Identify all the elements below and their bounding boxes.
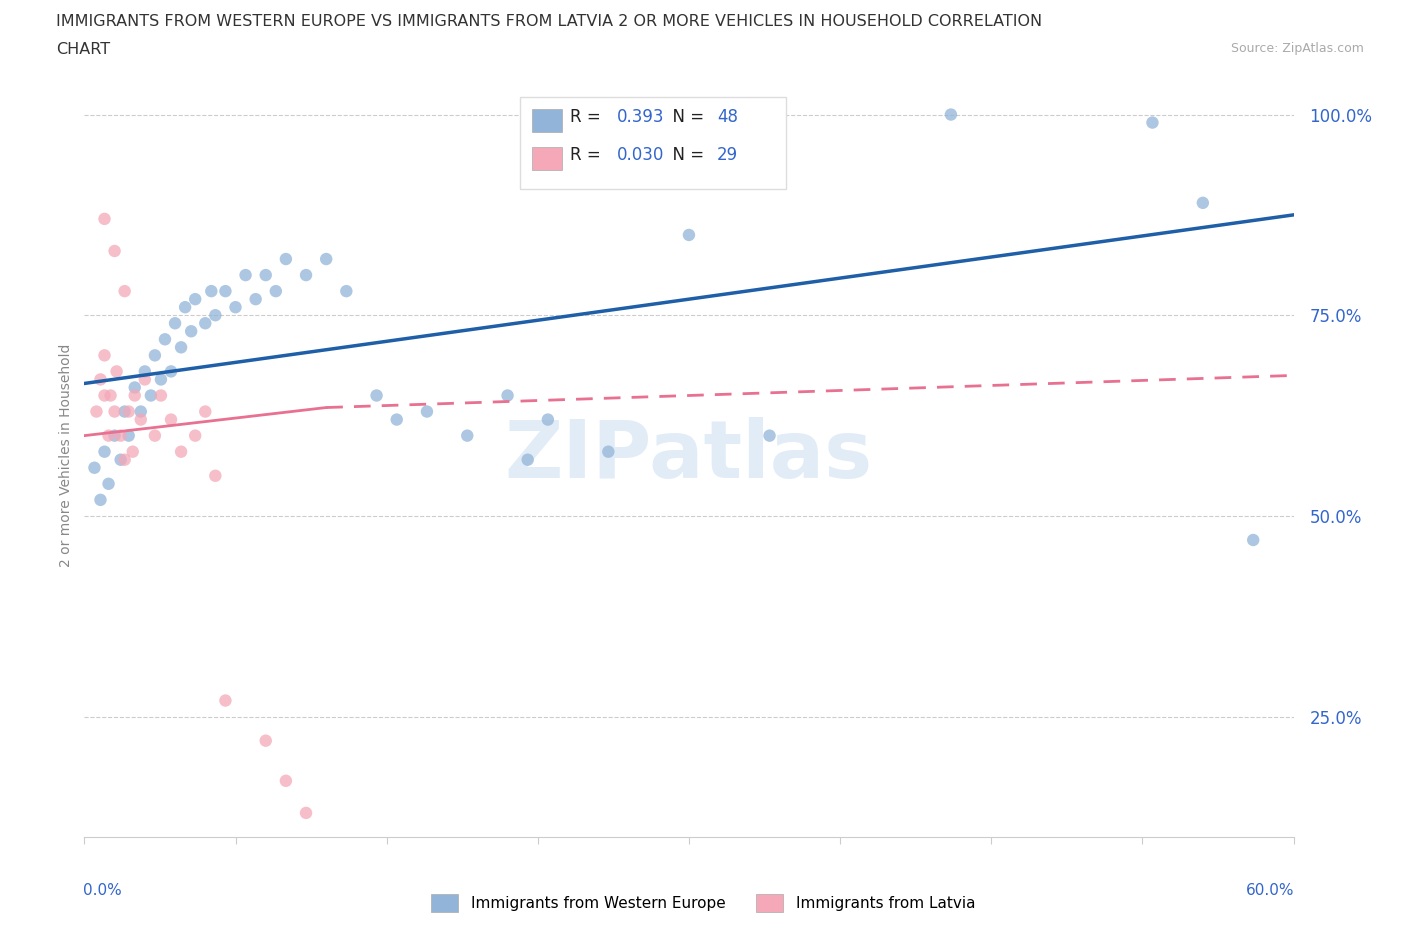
Point (89, 372, 111, 387)
Point (245, 292, 267, 307)
Point (184, 292, 207, 307)
Point (225, 299, 247, 314)
Point (758, 428, 780, 443)
Point (86, 405, 108, 419)
Point (194, 316, 217, 331)
Point (129, 405, 152, 419)
Point (134, 372, 156, 387)
Point (1142, 115, 1164, 130)
Text: 29: 29 (717, 146, 738, 165)
Point (1192, 195, 1215, 210)
Point (118, 405, 141, 419)
Point (97, 476, 120, 491)
Point (264, 284, 287, 299)
Point (124, 388, 146, 403)
Bar (531, 147, 562, 170)
Text: 60.0%: 60.0% (1246, 883, 1295, 897)
Text: 0.393: 0.393 (616, 108, 664, 126)
Point (385, 412, 408, 427)
Text: CHART: CHART (56, 42, 110, 57)
Point (335, 284, 357, 299)
Bar (531, 109, 562, 132)
FancyBboxPatch shape (520, 98, 786, 189)
Point (235, 268, 257, 283)
Text: N =: N = (662, 108, 710, 126)
Point (143, 348, 166, 363)
Text: R =: R = (571, 108, 606, 126)
Point (416, 405, 439, 419)
Text: ZIPatlas: ZIPatlas (505, 417, 873, 495)
Point (118, 428, 141, 443)
Point (170, 445, 193, 459)
Point (254, 268, 277, 283)
Point (165, 316, 187, 331)
Point (104, 405, 127, 419)
Point (89, 492, 111, 507)
Point (104, 428, 127, 443)
Point (295, 805, 318, 820)
Point (100, 388, 122, 403)
Point (97, 428, 120, 443)
Legend: Immigrants from Western Europe, Immigrants from Latvia: Immigrants from Western Europe, Immigran… (425, 888, 981, 918)
Point (114, 452, 136, 467)
Point (83, 460, 105, 475)
Point (105, 364, 128, 379)
Point (104, 244, 127, 259)
Point (214, 693, 236, 708)
Point (143, 428, 166, 443)
Text: R =: R = (571, 146, 606, 165)
Point (110, 452, 132, 467)
Point (274, 774, 297, 789)
Point (456, 428, 478, 443)
Point (200, 284, 222, 299)
Point (184, 428, 207, 443)
Text: IMMIGRANTS FROM WESTERN EUROPE VS IMMIGRANTS FROM LATVIA 2 OR MORE VEHICLES IN H: IMMIGRANTS FROM WESTERN EUROPE VS IMMIGR… (56, 14, 1042, 29)
Point (295, 268, 318, 283)
Point (121, 445, 143, 459)
Text: 0.0%: 0.0% (83, 883, 122, 897)
Y-axis label: 2 or more Vehicles in Household: 2 or more Vehicles in Household (59, 344, 73, 567)
Point (366, 388, 388, 403)
Text: N =: N = (662, 146, 710, 165)
Text: Source: ZipAtlas.com: Source: ZipAtlas.com (1230, 42, 1364, 55)
Point (129, 412, 152, 427)
Point (170, 339, 193, 354)
Point (149, 372, 172, 387)
Point (124, 380, 146, 395)
Point (678, 228, 700, 243)
Point (93, 211, 115, 226)
Point (496, 388, 519, 403)
Point (204, 469, 226, 484)
Point (939, 107, 962, 122)
Point (139, 388, 162, 403)
Point (180, 324, 202, 339)
Point (93, 388, 115, 403)
Point (194, 405, 217, 419)
Point (274, 252, 297, 267)
Text: 48: 48 (717, 108, 738, 126)
Text: 0.030: 0.030 (616, 146, 664, 165)
Point (1241, 533, 1264, 548)
Point (160, 364, 183, 379)
Point (110, 428, 132, 443)
Point (254, 733, 277, 748)
Point (516, 452, 538, 467)
Point (149, 388, 172, 403)
Point (598, 445, 620, 459)
Point (93, 348, 115, 363)
Point (114, 284, 136, 299)
Point (134, 364, 156, 379)
Point (214, 284, 236, 299)
Point (93, 445, 115, 459)
Point (160, 412, 183, 427)
Point (174, 299, 197, 314)
Point (315, 252, 337, 267)
Point (153, 332, 176, 347)
Point (114, 405, 136, 419)
Point (204, 308, 226, 323)
Point (537, 412, 560, 427)
